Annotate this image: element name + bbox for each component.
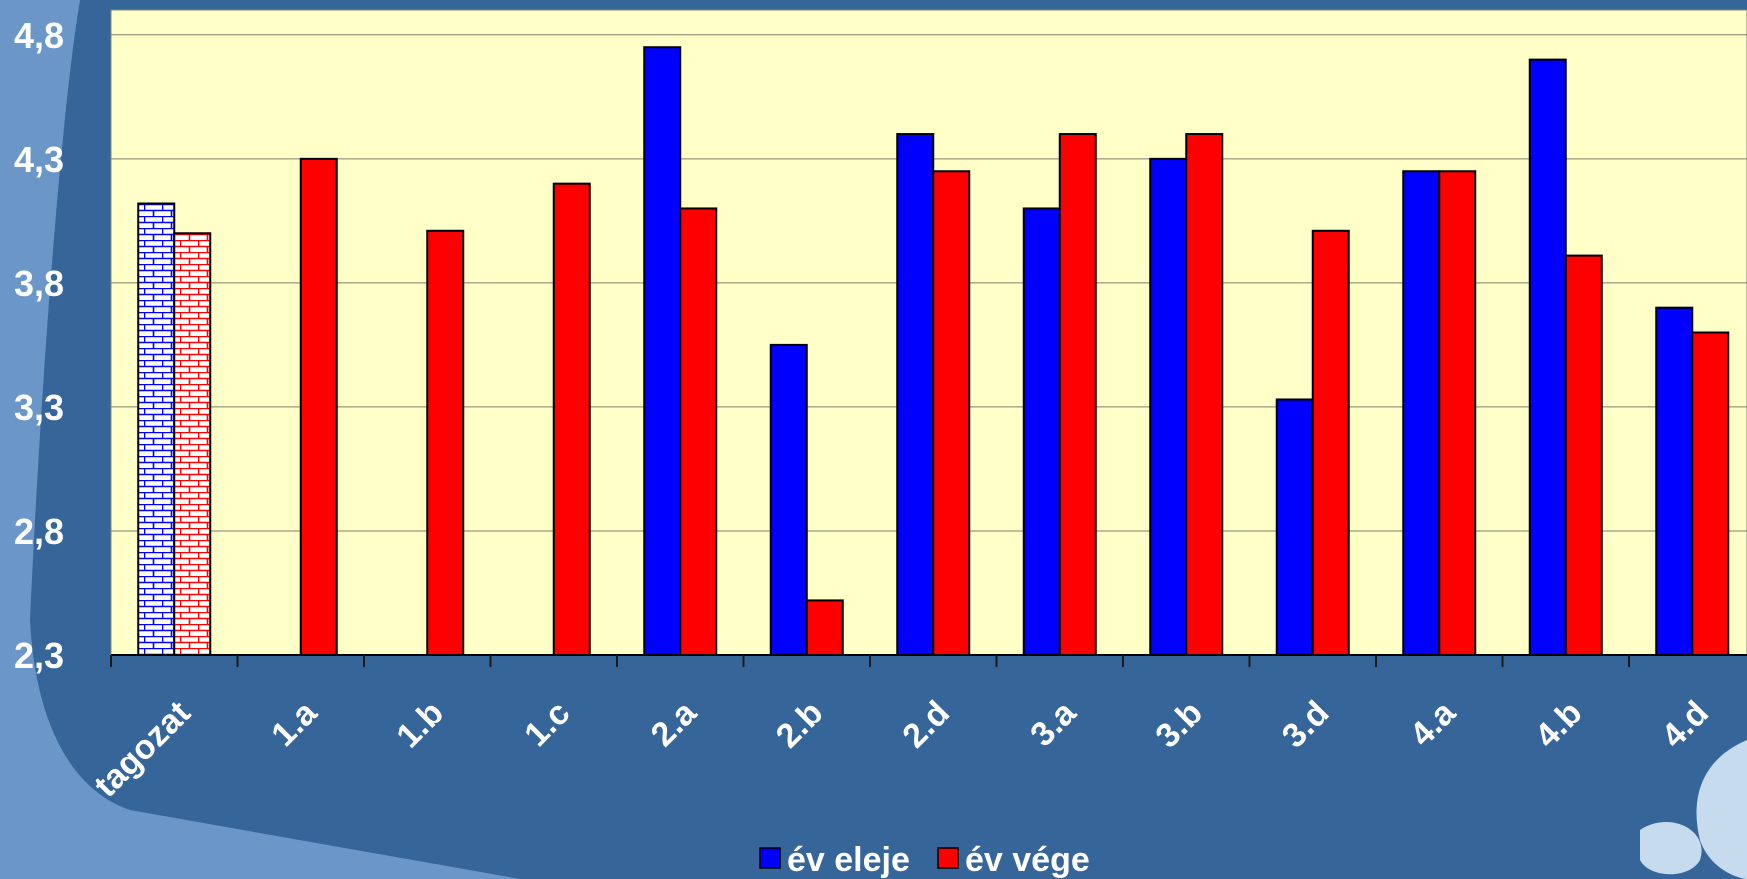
bar-ev-vege-1c: [552, 182, 591, 656]
legend-swatch-ev-eleje: [759, 847, 781, 869]
bar-ev-vege-1a: [299, 157, 338, 656]
bar-ev-eleje-4a: [1402, 170, 1441, 656]
bar-ev-vege-2b: [805, 599, 844, 657]
legend-swatch-ev-vege: [937, 847, 959, 869]
y-tick-label: 3,3: [14, 387, 64, 428]
bar-ev-vege-1b: [426, 229, 465, 657]
legend-label-ev-eleje: év eleje: [787, 841, 910, 879]
bar-ev-eleje-2b: [769, 343, 808, 656]
bar-ev-vege-2d: [932, 170, 971, 656]
y-tick-label: 2,3: [14, 635, 64, 676]
bar-ev-vege-4b: [1564, 254, 1603, 656]
y-tick-label: 2,8: [14, 511, 64, 552]
x-axis: [110, 654, 1747, 667]
bar-ev-eleje-2a: [643, 46, 682, 656]
bar-ev-vege-2a: [679, 207, 718, 656]
bar-ev-vege-4d: [1691, 331, 1730, 656]
bar-ev-vege-3b: [1185, 133, 1224, 657]
y-tick-label: 4,8: [14, 15, 64, 56]
bar-ev-vege-tagozat: [173, 232, 212, 656]
legend-label-ev-vege: év vége: [965, 841, 1090, 879]
bar-ev-eleje-3d: [1275, 398, 1314, 656]
bar-ev-eleje-4b: [1528, 58, 1567, 657]
bar-group: [137, 46, 1730, 657]
bar-ev-vege-3a: [1058, 133, 1097, 657]
bar-ev-eleje-2d: [896, 133, 935, 657]
legend: év eleje év vége: [759, 841, 1090, 879]
y-tick-label: 3,8: [14, 263, 64, 304]
bar-ev-eleje-4d: [1655, 306, 1694, 656]
bar-ev-eleje-3b: [1149, 157, 1188, 656]
y-tick-label: 4,3: [14, 139, 64, 180]
bar-ev-vege-3d: [1311, 229, 1350, 657]
bar-ev-eleje-tagozat: [137, 202, 176, 656]
bar-ev-vege-4a: [1438, 170, 1477, 656]
y-axis-ticks: 2,3 2,8 3,3 3,8 4,3 4,8: [14, 15, 64, 676]
bar-ev-eleje-3a: [1022, 207, 1061, 656]
